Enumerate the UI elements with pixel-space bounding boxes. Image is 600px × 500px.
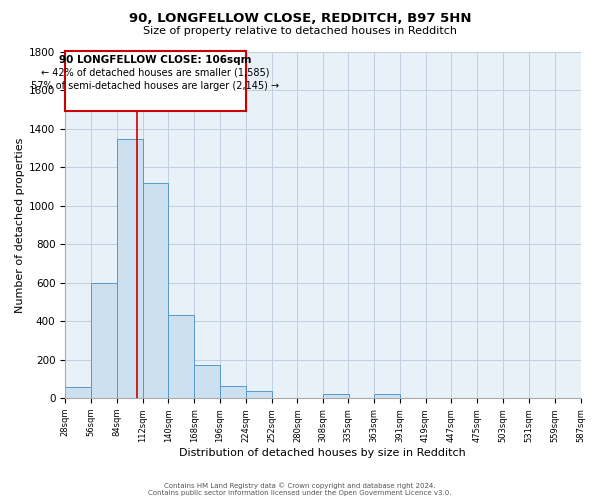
Text: Size of property relative to detached houses in Redditch: Size of property relative to detached ho… (143, 26, 457, 36)
Text: Contains public sector information licensed under the Open Government Licence v3: Contains public sector information licen… (148, 490, 452, 496)
Y-axis label: Number of detached properties: Number of detached properties (15, 137, 25, 312)
X-axis label: Distribution of detached houses by size in Redditch: Distribution of detached houses by size … (179, 448, 466, 458)
Text: 90 LONGFELLOW CLOSE: 106sqm: 90 LONGFELLOW CLOSE: 106sqm (59, 54, 252, 64)
Text: ← 42% of detached houses are smaller (1,585): ← 42% of detached houses are smaller (1,… (41, 68, 270, 78)
Bar (246, 392, 272, 398)
Text: 90, LONGFELLOW CLOSE, REDDITCH, B97 5HN: 90, LONGFELLOW CLOSE, REDDITCH, B97 5HN (129, 12, 471, 26)
Bar (117, 139, 143, 398)
Bar (65, 52, 246, 111)
Text: 57% of semi-detached houses are larger (2,145) →: 57% of semi-detached houses are larger (… (31, 81, 280, 91)
Bar (194, 364, 220, 398)
Bar (220, 386, 246, 398)
Text: Contains HM Land Registry data © Crown copyright and database right 2024.: Contains HM Land Registry data © Crown c… (164, 482, 436, 489)
Bar (65, 386, 91, 398)
Bar (91, 282, 117, 398)
Bar (374, 394, 400, 398)
Bar (323, 394, 349, 398)
Bar (143, 184, 169, 398)
Bar (169, 316, 194, 398)
